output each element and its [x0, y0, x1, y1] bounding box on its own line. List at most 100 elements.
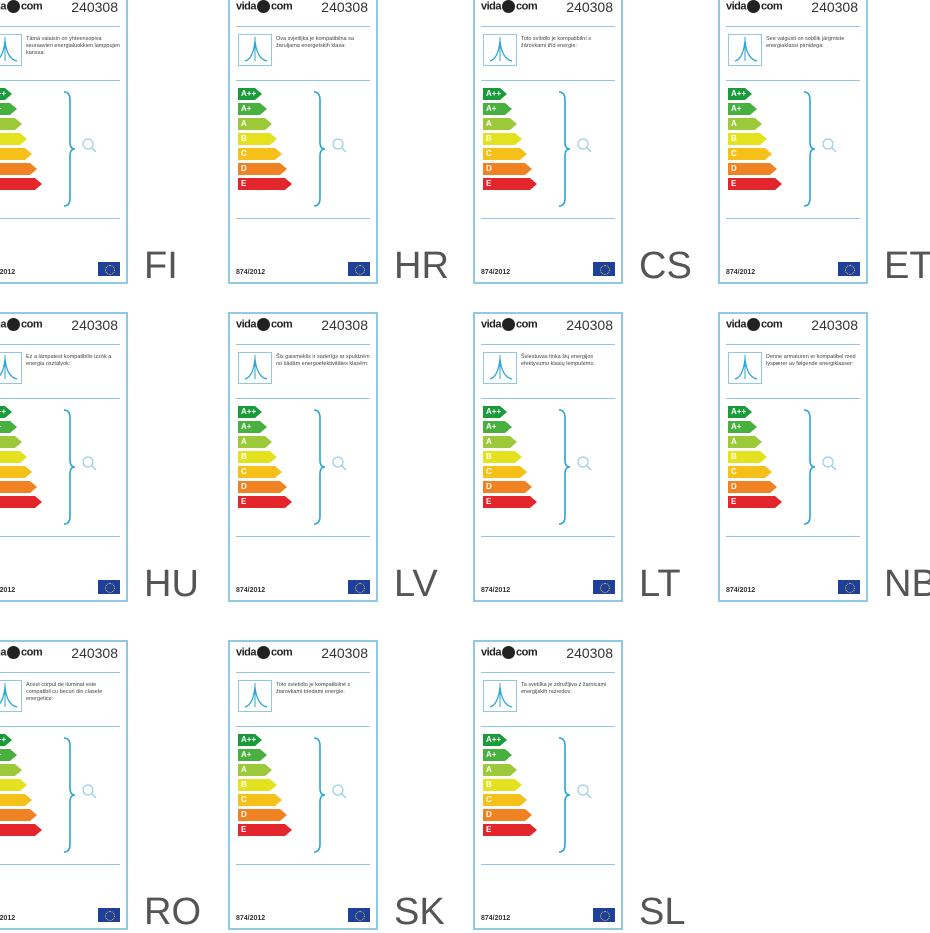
bulb-icon — [577, 456, 592, 471]
energy-class-arrow: A — [238, 764, 272, 776]
lamp-icon — [483, 680, 517, 712]
energy-class-arrow: A+ — [483, 103, 512, 115]
brace-icon — [63, 91, 76, 207]
divider — [236, 398, 370, 399]
product-code: 240308 — [71, 317, 118, 333]
energy-class-arrow: A+ — [483, 749, 512, 761]
energy-class-arrow: A — [728, 436, 762, 448]
divider — [0, 80, 120, 81]
energy-class-label: E — [731, 179, 737, 188]
energy-class-arrow: D — [728, 163, 777, 175]
energy-class-arrow: A+ — [238, 749, 267, 761]
eu-flag-icon — [593, 262, 615, 276]
language-code: NB — [884, 563, 930, 605]
energy-class-arrow: A — [0, 118, 22, 130]
energy-class-label: A — [486, 437, 492, 446]
energy-class-arrow: A — [483, 118, 517, 130]
energy-class-label: B — [241, 134, 247, 143]
divider — [726, 26, 860, 27]
energy-class-arrow: E — [0, 178, 42, 190]
lamp-icon — [238, 34, 272, 66]
energy-class-label: A+ — [241, 104, 252, 113]
energy-class-arrow: D — [238, 163, 287, 175]
compatibility-text: Acest corpul de iluminat este compatibil… — [26, 682, 103, 702]
compatibility-text: Ez a lámpatest kompatibilis izzók a ener… — [26, 354, 112, 367]
energy-label-card: vida com 240308 Denne armaturen er kompat… — [718, 312, 868, 602]
energy-class-label: B — [731, 452, 737, 461]
energy-class-arrow: E — [0, 496, 42, 508]
divider — [236, 864, 370, 865]
divider — [0, 218, 120, 219]
energy-class-arrow: E — [483, 178, 537, 190]
energy-class-label: D — [731, 482, 737, 491]
divider — [481, 218, 615, 219]
language-code: HR — [394, 245, 449, 287]
energy-class-arrow: A+ — [238, 421, 267, 433]
language-code: SK — [394, 891, 445, 933]
energy-class-arrow: A — [728, 118, 762, 130]
energy-class-label: D — [486, 164, 492, 173]
energy-class-arrow: A++ — [238, 88, 262, 100]
energy-class-label: E — [241, 497, 247, 506]
energy-label-card: vida com 240308 Toto svítidlo je kompatib… — [473, 0, 623, 284]
regulation-number: 874/2012 — [726, 269, 756, 276]
product-code: 240308 — [566, 317, 613, 333]
energy-class-arrow: B — [483, 133, 522, 145]
regulation-number: 874/2012 — [481, 915, 511, 922]
energy-class-label: A — [486, 765, 492, 774]
language-code: ET — [884, 245, 930, 287]
energy-class-label: C — [486, 795, 492, 804]
lamp-icon — [0, 34, 22, 66]
eu-flag-icon — [98, 908, 120, 922]
energy-class-arrow: A++ — [483, 406, 507, 418]
energy-class-label: B — [241, 780, 247, 789]
energy-class-arrow: B — [238, 133, 277, 145]
divider — [481, 726, 615, 727]
energy-class-label: A++ — [486, 407, 502, 416]
energy-class-arrow: C — [728, 148, 772, 160]
bulb-icon — [332, 784, 347, 799]
brace-icon — [803, 91, 816, 207]
energy-class-arrow: B — [483, 779, 522, 791]
divider — [236, 218, 370, 219]
energy-class-arrow: A++ — [0, 88, 12, 100]
regulation-number: 874/2012 — [236, 587, 266, 594]
energy-class-label: A++ — [1, 89, 7, 98]
eu-flag-icon — [98, 580, 120, 594]
energy-class-arrow: B — [0, 451, 27, 463]
divider — [726, 344, 860, 345]
regulation-number: 874/2012 — [481, 269, 511, 276]
divider — [236, 536, 370, 537]
energy-class-arrow: D — [728, 481, 777, 493]
compatibility-text: Tämä valaisin on yhteensopiva seuraavien… — [26, 36, 120, 56]
energy-class-arrow: A+ — [0, 103, 17, 115]
energy-label-card: vida com 240308 Šviestuvas tinka šių ener… — [473, 312, 623, 602]
energy-class-label: A++ — [241, 89, 257, 98]
compatibility-text: See valgusti on sobilik järgmiste energi… — [766, 36, 845, 49]
product-code: 240308 — [71, 645, 118, 661]
product-code: 240308 — [811, 0, 858, 15]
regulation-number: 874/2012 — [481, 587, 511, 594]
energy-class-label: A+ — [241, 750, 252, 759]
divider — [481, 536, 615, 537]
lamp-icon — [483, 352, 517, 384]
energy-class-arrow: A+ — [483, 421, 512, 433]
regulation-number: 874/2012 — [236, 269, 266, 276]
bulb-icon — [332, 456, 347, 471]
energy-class-arrow: E — [238, 496, 292, 508]
energy-class-label: A+ — [0, 104, 1, 114]
language-code: SL — [639, 891, 686, 933]
energy-class-label: D — [486, 482, 492, 491]
energy-class-arrow: A++ — [0, 734, 12, 746]
